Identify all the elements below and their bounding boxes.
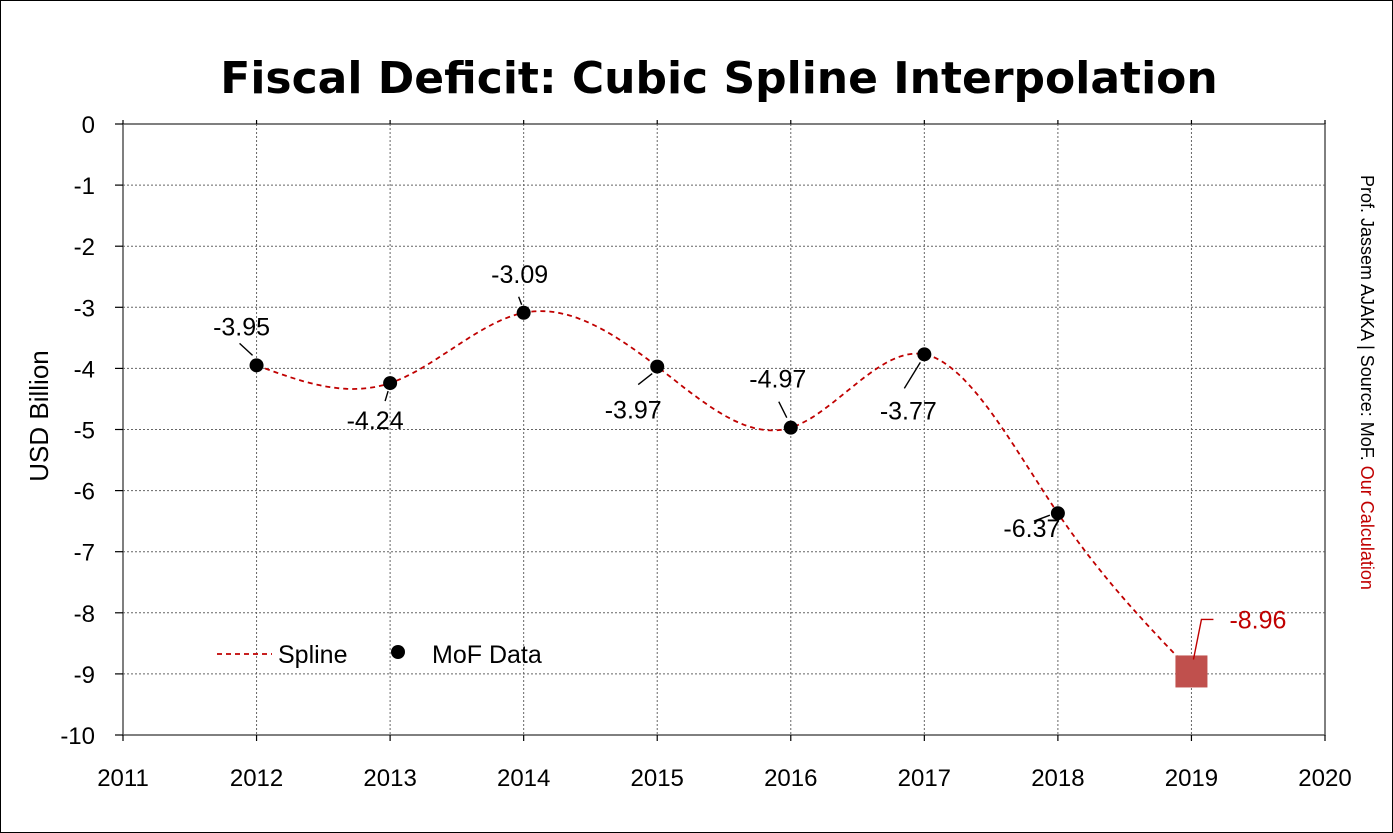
y-tick-label: -4 <box>74 356 95 383</box>
highlight-label: -8.96 <box>1229 606 1286 634</box>
legend-spline-label: Spline <box>278 641 348 669</box>
grid <box>123 124 1325 735</box>
label-leader-line <box>518 296 523 306</box>
mof-data-point <box>1050 506 1065 521</box>
data-label: -6.37 <box>1003 515 1060 543</box>
mof-data-points <box>249 305 1065 521</box>
y-axis-label: USD Billion <box>24 350 54 482</box>
legend: Spline MoF Data <box>217 641 542 669</box>
x-tick-label: 2020 <box>1298 765 1351 792</box>
x-tick-label: 2019 <box>1165 765 1218 792</box>
data-label: -3.77 <box>880 397 937 425</box>
mof-data-point <box>917 347 932 362</box>
y-tick-label: 0 <box>82 112 95 139</box>
data-label: -4.97 <box>749 366 806 394</box>
source-credit: Prof. Jassem AJAKA | Source: MoF. Our Ca… <box>1357 175 1377 590</box>
label-leaders <box>239 296 1051 522</box>
spline-line <box>256 310 1193 673</box>
x-tick-label: 2011 <box>97 765 149 792</box>
y-tick-label: -10 <box>60 723 95 750</box>
legend-mof-swatch <box>391 645 405 659</box>
chart-title: Fiscal Deficit: Cubic Spline Interpolati… <box>220 53 1217 104</box>
label-leader-line <box>1033 514 1051 522</box>
label-leader-line <box>384 390 389 402</box>
highlight-2019: -8.96 <box>1175 606 1286 688</box>
credit-source: Prof. Jassem AJAKA | Source: MoF. <box>1357 175 1377 466</box>
legend-mof-label: MoF Data <box>432 641 542 669</box>
mof-data-point <box>249 358 264 373</box>
mof-data-point <box>783 420 798 435</box>
x-tick-label: 2014 <box>497 765 550 792</box>
y-tick-label: -7 <box>74 540 95 567</box>
mof-data-point <box>650 359 665 374</box>
y-tick-label: -5 <box>74 418 95 445</box>
credit-calculation: Our Calculation <box>1357 466 1377 590</box>
mof-data-point <box>383 376 398 391</box>
y-tick-label: -9 <box>74 662 95 689</box>
x-tick-label: 2016 <box>764 765 817 792</box>
data-label: -3.09 <box>491 261 548 289</box>
data-label: -3.97 <box>605 397 662 425</box>
y-tick-label: -2 <box>74 234 95 261</box>
y-tick-label: -3 <box>74 295 95 322</box>
x-axis: 2011 2012 2013 2014 2015 2016 2017 2018 2019 2020 <box>97 120 1352 792</box>
y-tick-label: -1 <box>74 173 95 200</box>
x-tick-label: 2015 <box>631 765 684 792</box>
data-labels: -3.95 -4.24 -3.09 -3.97 -4.97 -3.77 -6.37 <box>213 261 1060 543</box>
y-tick-label: -6 <box>74 479 95 506</box>
label-leader-line <box>903 361 921 389</box>
data-label: -4.24 <box>347 407 404 435</box>
label-leader-line <box>778 401 788 418</box>
x-tick-label: 2017 <box>898 765 951 792</box>
x-tick-label: 2018 <box>1031 765 1084 792</box>
x-tick-label: 2013 <box>363 765 416 792</box>
highlight-leader-line <box>1192 618 1214 660</box>
mof-data-point <box>516 305 531 320</box>
y-axis: 0 -1 -2 -3 -4 -5 -6 -7 -8 -9 -10 <box>60 112 123 750</box>
highlight-marker <box>1175 655 1208 688</box>
label-leader-line <box>239 342 254 356</box>
label-leader-line <box>637 373 653 386</box>
x-tick-label: 2012 <box>230 765 283 792</box>
y-tick-label: -8 <box>74 601 95 628</box>
data-label: -3.95 <box>213 313 270 341</box>
